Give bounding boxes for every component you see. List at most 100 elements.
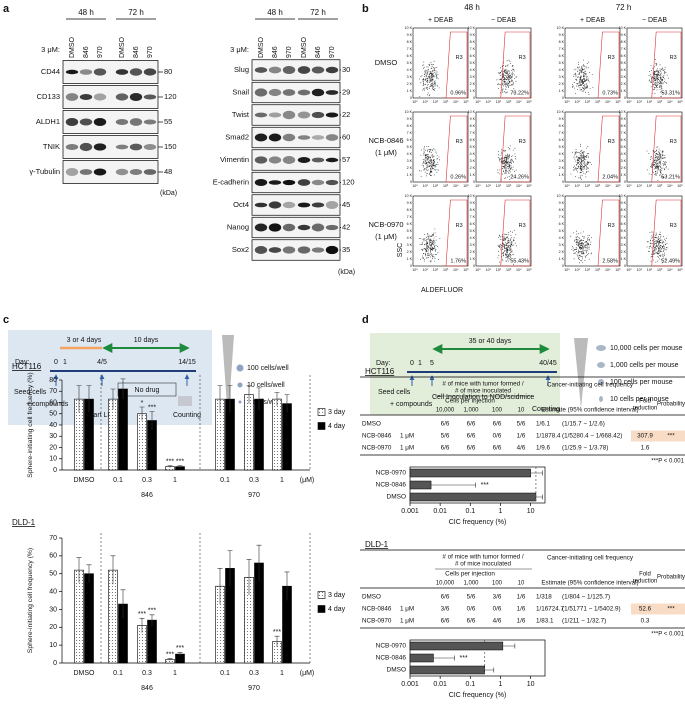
- error-bar: [274, 392, 280, 406]
- band: [297, 246, 311, 254]
- error-bar: [433, 655, 455, 661]
- x-tick-label: DMSO: [74, 670, 96, 677]
- y-tick-label: 9 K: [559, 201, 565, 205]
- protein-name: ALDH1: [36, 117, 60, 126]
- row-dose: (1 μM): [375, 232, 397, 241]
- band: [65, 117, 79, 127]
- y-tick-label: 60: [49, 553, 57, 560]
- band: [115, 144, 129, 150]
- x-tick-label: 10³: [506, 184, 512, 188]
- row-label: DMSO: [375, 58, 398, 67]
- x-axis-label: CIC frequency (%): [449, 692, 507, 699]
- lane-label: 846: [315, 46, 322, 58]
- x-tick-label: 10⁴: [516, 100, 522, 104]
- y-tick-label: 0: [473, 264, 475, 268]
- y-tick-label: 50: [49, 571, 57, 578]
- y-tick-label: 8 K: [621, 124, 627, 128]
- y-tick-label: 8 K: [407, 124, 413, 128]
- x-tick-label: 10¹: [637, 100, 643, 104]
- bar: [409, 665, 485, 675]
- confidence-interval: (1/804 − 1/125.7): [562, 594, 610, 601]
- y-tick-label: 0: [562, 180, 564, 184]
- band: [254, 156, 268, 164]
- x-tick-label: 0.3: [142, 670, 152, 677]
- panel-label: d: [362, 314, 369, 326]
- x-tick-label: DMSO: [74, 477, 96, 484]
- protein-name: Vimentin: [220, 155, 249, 164]
- kda-label: 60: [342, 132, 350, 141]
- y-tick-label: 7 K: [470, 131, 476, 135]
- kda-label: 42: [342, 222, 350, 231]
- scatter-dots: [419, 228, 441, 263]
- bar: [409, 653, 434, 663]
- band: [79, 142, 93, 152]
- x-tick-label: 10⁴: [605, 100, 611, 104]
- y-tick-label: 2 K: [559, 82, 565, 86]
- gate-percentage: 2.04%: [602, 174, 618, 180]
- y-tick-label: 2 K: [470, 82, 476, 86]
- footnote: ***P < 0.001: [651, 632, 684, 638]
- gate-percentage: 24.26%: [510, 174, 529, 180]
- gate: [445, 115, 468, 183]
- y-tick-label: 1 K: [470, 89, 476, 93]
- error-bar: [256, 544, 262, 581]
- band: [325, 90, 339, 95]
- y-tick-label: 8 K: [407, 208, 413, 212]
- count: 1/6: [517, 433, 526, 440]
- x-tick-label: 1: [499, 681, 503, 688]
- x-tick-label: 10⁴: [667, 184, 673, 188]
- x-tick-label: 10⁵: [526, 268, 532, 272]
- x-tick-label: 10³: [506, 268, 512, 272]
- protein-name: TNIK: [43, 142, 60, 151]
- y-tick-label: 40: [49, 422, 57, 429]
- day-number: 0: [54, 359, 58, 366]
- x-tick-label: 10²: [647, 100, 653, 104]
- well-icon: [236, 364, 244, 372]
- flow-plot: [475, 27, 532, 99]
- band: [297, 179, 311, 186]
- legend-label: 4 day: [328, 423, 346, 430]
- fold-reduction: 0.3: [641, 618, 650, 625]
- gate: [597, 31, 620, 99]
- bar: [409, 492, 537, 502]
- x-tick-label: 10⁴: [667, 100, 673, 104]
- x-tick-label: 10⁰: [475, 268, 481, 272]
- y-tick-label: 0: [410, 96, 412, 100]
- band: [282, 223, 296, 232]
- x-tick-label: 10⁴: [516, 268, 522, 272]
- group-label: 970: [248, 492, 260, 499]
- count: 5/6: [467, 594, 476, 601]
- y-tick-label: 5 K: [621, 145, 627, 149]
- no-drug-box: [117, 382, 177, 397]
- count: 6/6: [467, 421, 476, 428]
- y-tick-label: 20: [49, 444, 57, 451]
- kda-label: 120: [164, 92, 177, 101]
- time-label: 48 h: [267, 8, 283, 17]
- significance: ***: [148, 404, 156, 411]
- error-bar: [535, 494, 543, 500]
- time-label: 48 h: [464, 3, 480, 12]
- band: [268, 112, 282, 118]
- y-tick-label: 0: [410, 264, 412, 268]
- legend-swatch: [317, 591, 326, 599]
- band: [268, 133, 282, 142]
- band: [325, 224, 339, 231]
- x-tick-label: 1: [173, 477, 177, 484]
- estimate: 1/1878.4: [536, 433, 561, 440]
- error-bar: [217, 385, 223, 413]
- gate-percentage: 1.76%: [450, 258, 466, 264]
- y-tick-label: 7 K: [407, 47, 413, 51]
- panel-label: c: [3, 314, 9, 326]
- y-tick-label: 5 K: [559, 229, 565, 233]
- scatter-dots: [572, 59, 594, 95]
- probability: ***: [667, 606, 675, 613]
- x-tick-label: 10¹: [423, 268, 429, 272]
- mouse-icon: [598, 379, 604, 385]
- y-tick-label: 1 K: [407, 173, 413, 177]
- y-tick-label: 0: [624, 96, 626, 100]
- y-tick-label: 4 K: [470, 236, 476, 240]
- band: [282, 110, 296, 120]
- mouse-icon: [596, 345, 606, 351]
- count: 6/6: [467, 445, 476, 452]
